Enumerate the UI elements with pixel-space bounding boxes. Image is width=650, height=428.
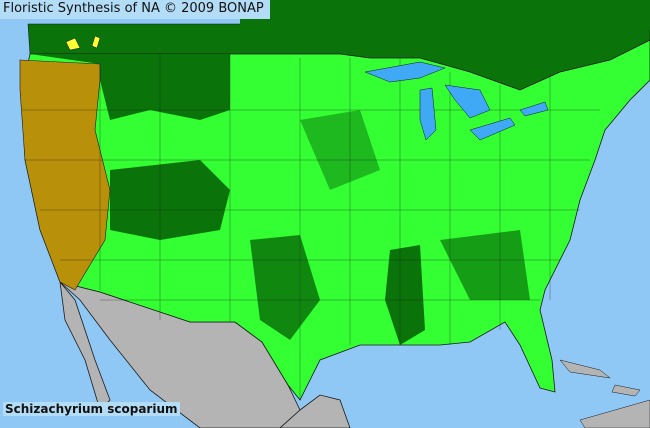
county-borders (22, 54, 600, 400)
united-states-region (19, 35, 650, 401)
lake-michigan (419, 87, 437, 141)
yellow-counties (65, 35, 101, 51)
species-label: Schizachyrium scoparium (3, 402, 180, 416)
great-lakes (364, 61, 549, 141)
lake-huron (444, 84, 491, 119)
lake-ontario (519, 101, 549, 117)
lake-superior (364, 61, 446, 83)
southeast-dark-region (440, 230, 530, 300)
northwest-dark-region (30, 54, 230, 120)
lake-erie (469, 117, 516, 141)
rocky-dark-region (110, 160, 230, 240)
texas-dark-region (250, 235, 320, 340)
map-title: Floristic Synthesis of NA © 2009 BONAP (0, 0, 270, 19)
plains-dark-region (300, 110, 380, 190)
delta-dark-region (385, 245, 425, 345)
caribbean-islands (559, 359, 650, 428)
